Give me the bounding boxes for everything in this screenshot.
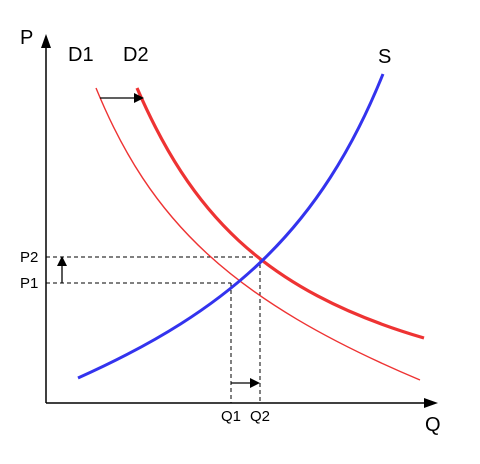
tick-label-q1: Q1 <box>221 408 241 425</box>
x-axis-arrowhead <box>424 398 438 408</box>
supply-curve-s <box>77 73 385 380</box>
demand-curve-d1 <box>95 87 421 381</box>
curve-label-s: S <box>378 46 391 68</box>
y-axis-arrowhead <box>41 34 51 48</box>
curve-label-d2: D2 <box>123 44 149 66</box>
x-axis-label: Q <box>425 414 441 436</box>
tick-label-q2: Q2 <box>250 408 270 425</box>
tick-label-p1: P1 <box>20 275 38 292</box>
y-axis-label: P <box>20 27 33 49</box>
tick-label-p2: P2 <box>20 249 38 266</box>
demand-curve-d2 <box>135 87 425 340</box>
curve-label-d1: D1 <box>68 44 94 66</box>
